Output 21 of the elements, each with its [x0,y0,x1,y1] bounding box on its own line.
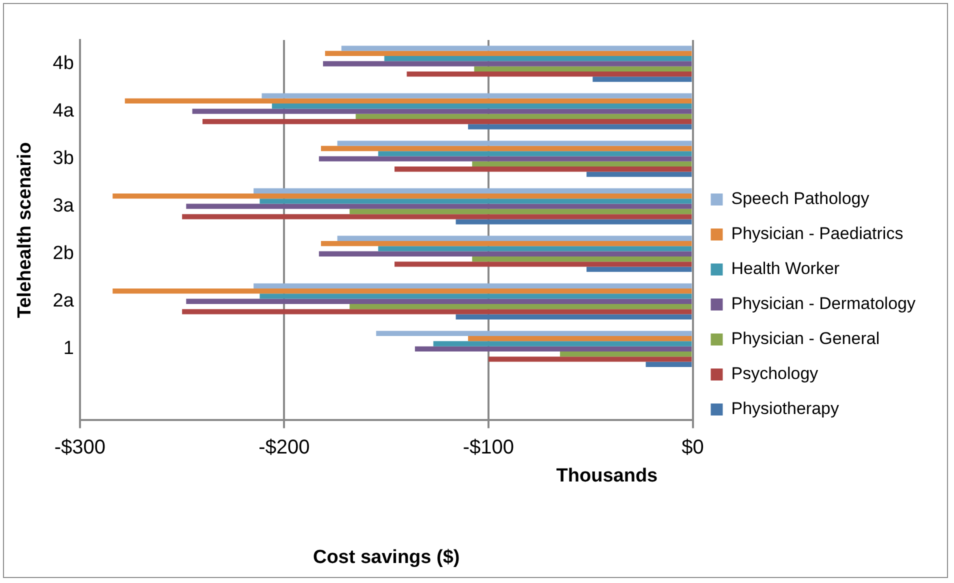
x-tick-label: $0 [682,436,704,459]
y-tick-label: 2b [52,243,74,264]
legend-label: Physician - General [731,329,880,348]
y-axis-title: Telehealth scenario [14,142,36,318]
y-tick-label: 2a [52,290,74,312]
x-axis-title: Cost savings ($) [312,546,460,568]
x-tick-label: -$100 [462,436,514,459]
y-tick-label: 4a [52,100,74,122]
legend-label: Speech Pathology [731,189,870,208]
legend-label: Health Worker [731,259,840,278]
y-tick-label: 3a [52,196,74,217]
x-tick-label: -$200 [258,436,310,459]
y-tick-label: 3b [52,148,74,170]
legend-label: Physiotherapy [731,399,840,418]
y-tick-label: 4b [52,52,74,74]
legend-label: Physician - Paediatrics [731,224,904,244]
x-tick-label: -$300 [54,436,106,459]
y-tick-label: 1 [63,338,74,360]
legend-label: Psychology [731,364,819,384]
legend-label: Physician - Dermatology [731,294,916,314]
text: Thousands [556,465,658,486]
